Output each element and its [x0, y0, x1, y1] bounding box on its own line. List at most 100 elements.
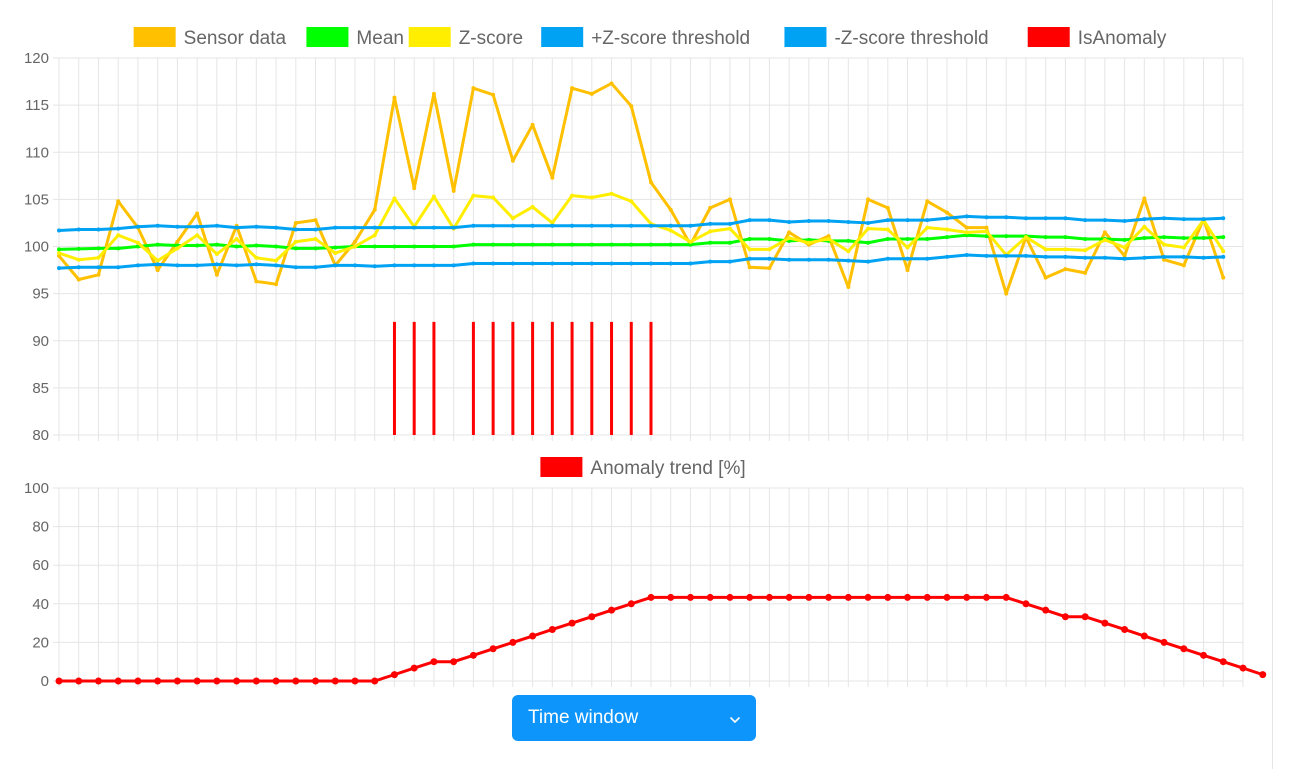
point-sensor-data	[708, 205, 713, 210]
point-mean	[570, 242, 575, 247]
point-sensor-data	[767, 266, 772, 271]
point-z-score-threshold	[747, 256, 752, 261]
point-sensor-data	[431, 91, 436, 96]
point-mean	[964, 233, 969, 238]
point-sensor-data	[392, 95, 397, 100]
point-sensor-data	[353, 239, 357, 244]
point-mean	[116, 246, 121, 251]
point-z-score-threshold	[510, 223, 515, 228]
point-z-score-threshold	[333, 263, 338, 268]
point-z-score-threshold	[1221, 254, 1226, 259]
point-z-score	[76, 257, 81, 262]
point-anomaly-trend	[1140, 632, 1148, 640]
point-z-score-threshold	[76, 265, 81, 270]
point-anomaly-trend	[1259, 671, 1267, 679]
point-sensor-data	[1142, 196, 1147, 201]
point-sensor-data	[1083, 270, 1088, 275]
point-sensor-data	[747, 265, 752, 270]
point-anomaly-trend	[548, 625, 556, 633]
point-anomaly-trend	[1200, 651, 1208, 659]
point-z-score-threshold	[806, 257, 811, 262]
point-z-score-threshold	[274, 263, 279, 268]
point-anomaly-trend	[509, 638, 517, 646]
point-z-score-threshold	[76, 227, 81, 232]
point-z-score-threshold	[570, 261, 575, 266]
point-sensor-data	[1063, 267, 1068, 272]
point-z-score-threshold	[491, 261, 496, 266]
point-z-score-threshold	[708, 221, 713, 226]
point-mean	[530, 242, 535, 247]
point-z-score-threshold	[727, 221, 732, 226]
point-anomaly-trend	[588, 613, 596, 621]
point-z-score-threshold	[1221, 216, 1226, 221]
point-z-score-threshold	[787, 257, 792, 262]
point-z-score-threshold	[905, 218, 910, 223]
point-mean	[747, 236, 752, 241]
point-z-score-threshold	[589, 261, 594, 266]
point-z-score	[471, 193, 476, 198]
point-z-score	[1063, 247, 1068, 252]
point-mean	[155, 242, 160, 247]
point-z-score	[688, 239, 693, 244]
point-z-score	[155, 258, 160, 263]
point-z-score	[964, 230, 969, 235]
point-z-score-threshold	[945, 254, 949, 259]
legend-label-z-score: Z-score	[459, 28, 523, 49]
point-anomaly-trend	[746, 593, 754, 601]
point-sensor-data	[984, 225, 989, 230]
point-anomaly-trend	[805, 593, 813, 601]
point-z-score	[747, 247, 752, 252]
point-sensor-data	[412, 186, 417, 191]
point-mean	[1043, 235, 1048, 240]
point-z-score-threshold	[885, 218, 890, 223]
point-sensor-data	[885, 205, 890, 210]
point-anomaly-trend	[963, 593, 971, 601]
point-mean	[550, 242, 555, 247]
point-z-score-threshold	[96, 265, 101, 270]
point-sensor-data	[155, 268, 160, 273]
point-anomaly-trend	[667, 593, 675, 601]
y-tick-label: 0	[41, 673, 49, 690]
point-z-score-threshold	[353, 263, 357, 268]
point-z-score	[767, 247, 772, 252]
point-sensor-data	[1221, 275, 1226, 280]
point-z-score-threshold	[945, 216, 949, 221]
series-line-z-score-threshold	[58, 214, 1224, 232]
point-z-score-threshold	[1142, 217, 1147, 222]
point-z-score-threshold	[471, 261, 476, 266]
y-tick-label: 90	[32, 333, 49, 350]
point-anomaly-trend	[430, 658, 438, 666]
point-anomaly-trend	[193, 677, 201, 685]
point-mean	[1142, 236, 1147, 241]
point-anomaly-trend	[923, 593, 931, 601]
point-mean	[649, 242, 653, 247]
point-z-score	[116, 233, 121, 238]
y-tick-label: 80	[32, 427, 49, 444]
point-z-score	[1122, 245, 1127, 250]
point-z-score-threshold	[925, 256, 930, 261]
point-sensor-data	[727, 197, 732, 202]
point-z-score	[96, 255, 101, 260]
point-z-score	[629, 199, 634, 204]
point-mean	[214, 242, 219, 247]
point-mean	[1122, 237, 1127, 242]
point-z-score-threshold	[1063, 216, 1068, 221]
time-window-select[interactable]: Time window	[512, 695, 756, 741]
point-z-score-threshold	[629, 223, 634, 228]
point-mean	[866, 240, 871, 245]
point-z-score-threshold	[293, 227, 298, 232]
point-z-score-threshold	[846, 258, 851, 263]
point-z-score-threshold	[1201, 217, 1206, 222]
series-line-mean	[58, 233, 1224, 251]
point-sensor-data	[195, 211, 200, 216]
point-mean	[1004, 234, 1009, 239]
y-tick-label: 40	[32, 596, 49, 613]
point-z-score-threshold	[333, 225, 338, 230]
point-z-score	[866, 226, 871, 231]
point-anomaly-trend	[154, 677, 162, 685]
point-anomaly-trend	[252, 677, 260, 685]
point-anomaly-trend	[331, 677, 339, 685]
vertical-scrollbar[interactable]	[1272, 0, 1298, 769]
point-z-score	[589, 195, 594, 200]
legend-swatch-z-score	[408, 27, 451, 47]
